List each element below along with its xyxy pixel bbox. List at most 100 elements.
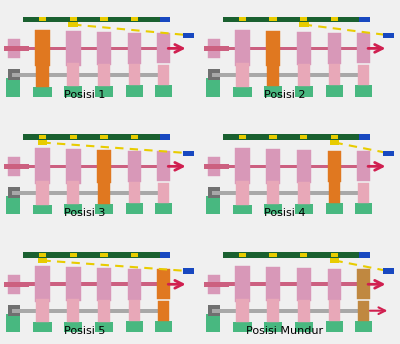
Bar bbox=[12, 73, 169, 77]
Bar bbox=[38, 258, 47, 263]
Bar bbox=[328, 269, 341, 300]
Bar bbox=[4, 164, 29, 169]
Bar bbox=[4, 46, 29, 51]
Bar bbox=[355, 85, 372, 97]
Bar bbox=[208, 157, 220, 176]
Bar bbox=[64, 322, 82, 332]
Bar bbox=[234, 266, 250, 302]
Bar bbox=[208, 275, 220, 294]
Bar bbox=[183, 151, 194, 156]
Bar bbox=[239, 135, 246, 139]
Bar bbox=[326, 85, 343, 97]
Bar bbox=[70, 135, 77, 139]
Bar bbox=[8, 39, 20, 58]
Bar bbox=[97, 164, 111, 169]
Bar bbox=[36, 181, 49, 205]
Bar bbox=[33, 322, 52, 332]
Bar bbox=[39, 253, 46, 257]
Bar bbox=[160, 17, 170, 22]
Bar bbox=[67, 299, 80, 322]
Bar bbox=[360, 17, 370, 22]
Bar bbox=[70, 253, 77, 257]
Bar bbox=[131, 17, 138, 21]
Bar bbox=[267, 299, 279, 322]
Bar bbox=[299, 22, 308, 28]
Bar bbox=[298, 182, 310, 204]
Bar bbox=[98, 64, 110, 86]
Bar bbox=[204, 164, 229, 169]
Bar bbox=[160, 252, 170, 258]
Bar bbox=[331, 17, 338, 21]
Bar bbox=[383, 33, 394, 38]
Bar bbox=[329, 300, 340, 321]
Bar bbox=[95, 86, 113, 97]
Bar bbox=[269, 253, 277, 257]
Bar bbox=[21, 46, 160, 50]
Bar bbox=[70, 17, 77, 21]
Bar bbox=[131, 253, 138, 257]
Bar bbox=[295, 204, 313, 214]
Bar bbox=[23, 252, 162, 258]
Bar bbox=[126, 321, 143, 332]
Bar bbox=[66, 31, 80, 66]
Text: Posisi 1: Posisi 1 bbox=[64, 90, 105, 100]
Bar bbox=[236, 181, 249, 205]
Bar bbox=[158, 183, 169, 203]
Bar bbox=[264, 86, 282, 97]
Bar bbox=[8, 305, 20, 316]
Text: Posisi 3: Posisi 3 bbox=[64, 208, 105, 218]
Bar bbox=[357, 33, 370, 63]
Bar bbox=[155, 203, 172, 214]
Bar bbox=[38, 140, 47, 146]
Bar bbox=[23, 17, 162, 22]
Bar bbox=[4, 282, 29, 287]
Bar bbox=[39, 17, 46, 21]
Bar bbox=[36, 63, 49, 87]
Bar bbox=[4, 46, 21, 51]
Text: Posisi 2: Posisi 2 bbox=[264, 90, 305, 100]
Bar bbox=[6, 78, 20, 97]
Bar bbox=[157, 33, 170, 63]
Bar bbox=[4, 164, 21, 169]
Bar bbox=[326, 321, 343, 332]
Bar bbox=[355, 321, 372, 332]
Bar bbox=[300, 135, 308, 139]
Bar bbox=[98, 300, 110, 322]
Bar bbox=[298, 64, 310, 86]
Bar bbox=[295, 322, 313, 332]
Bar bbox=[21, 164, 160, 168]
Bar bbox=[204, 46, 221, 51]
Bar bbox=[331, 135, 338, 139]
Text: Posisi 4: Posisi 4 bbox=[264, 208, 305, 218]
Bar bbox=[355, 203, 372, 214]
Bar bbox=[266, 149, 280, 184]
Bar bbox=[33, 205, 52, 214]
Bar bbox=[95, 322, 113, 332]
Bar bbox=[204, 282, 229, 287]
Bar bbox=[157, 282, 170, 287]
Bar bbox=[208, 69, 220, 80]
Bar bbox=[204, 282, 221, 287]
Bar bbox=[100, 17, 108, 21]
Bar bbox=[155, 85, 172, 97]
Bar bbox=[212, 73, 369, 77]
Bar bbox=[97, 268, 111, 301]
Bar bbox=[157, 151, 170, 181]
Bar bbox=[233, 205, 252, 214]
Bar bbox=[95, 204, 113, 214]
Bar bbox=[67, 64, 80, 86]
Bar bbox=[329, 182, 340, 203]
Bar bbox=[97, 150, 111, 183]
Bar bbox=[97, 32, 111, 65]
Bar bbox=[6, 313, 20, 332]
Bar bbox=[66, 149, 80, 184]
Bar bbox=[221, 46, 360, 50]
Bar bbox=[358, 183, 369, 203]
Bar bbox=[326, 203, 343, 214]
Bar bbox=[266, 31, 280, 66]
Bar bbox=[12, 309, 169, 313]
Bar bbox=[329, 64, 340, 85]
Bar bbox=[67, 181, 80, 204]
Bar bbox=[204, 46, 229, 51]
Bar bbox=[266, 267, 280, 301]
